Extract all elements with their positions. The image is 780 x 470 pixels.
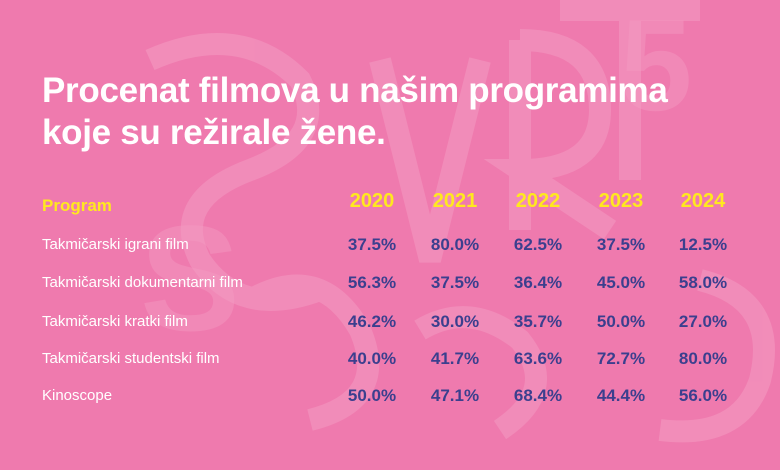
table-cell-value: 63.6% <box>513 349 563 368</box>
table-cell-value: 37.5% <box>430 273 480 292</box>
table-cell-value: 80.0% <box>678 349 728 368</box>
chart-title: Procenat filmova u našim programima koje… <box>42 71 668 152</box>
table-cell-value: 46.2% <box>347 312 397 331</box>
table-cell-value: 50.0% <box>596 312 646 331</box>
row-label: Takmičarski kratki film <box>42 313 188 330</box>
table-cell-value: 30.0% <box>430 312 480 331</box>
table-cell-value: 27.0% <box>678 312 728 331</box>
column-header-year: 2023 <box>598 190 644 212</box>
column-header-year: 2021 <box>432 190 478 212</box>
table-cell-value: 72.7% <box>596 349 646 368</box>
table-cell-value: 36.4% <box>513 273 563 292</box>
table-cell-value: 56.0% <box>678 386 728 405</box>
table-cell-value: 45.0% <box>596 273 646 292</box>
column-header-year: 2024 <box>680 190 726 212</box>
table-cell-value: 37.5% <box>347 235 397 254</box>
table-cell-value: 41.7% <box>430 349 480 368</box>
table-cell-value: 50.0% <box>347 386 397 405</box>
row-label: Takmičarski igrani film <box>42 236 189 253</box>
table-cell-value: 40.0% <box>347 349 397 368</box>
column-header-year: 2020 <box>349 190 395 212</box>
row-label: Takmičarski dokumentarni film <box>42 274 243 291</box>
table-cell-value: 35.7% <box>513 312 563 331</box>
table-cell-value: 37.5% <box>596 235 646 254</box>
row-label: Takmičarski studentski film <box>42 350 220 367</box>
column-header-year: 2022 <box>515 190 561 212</box>
table-cell-value: 80.0% <box>430 235 480 254</box>
row-label: Kinoscope <box>42 387 113 404</box>
column-header-program: Program <box>42 196 112 215</box>
table-cell-value: 47.1% <box>430 386 480 405</box>
table-cell-value: 12.5% <box>678 235 728 254</box>
table-cell-value: 44.4% <box>596 386 646 405</box>
table-cell-value: 62.5% <box>513 235 563 254</box>
table-cell-value: 56.3% <box>347 273 397 292</box>
table-cell-value: 58.0% <box>678 273 728 292</box>
table-cell-value: 68.4% <box>513 386 563 405</box>
